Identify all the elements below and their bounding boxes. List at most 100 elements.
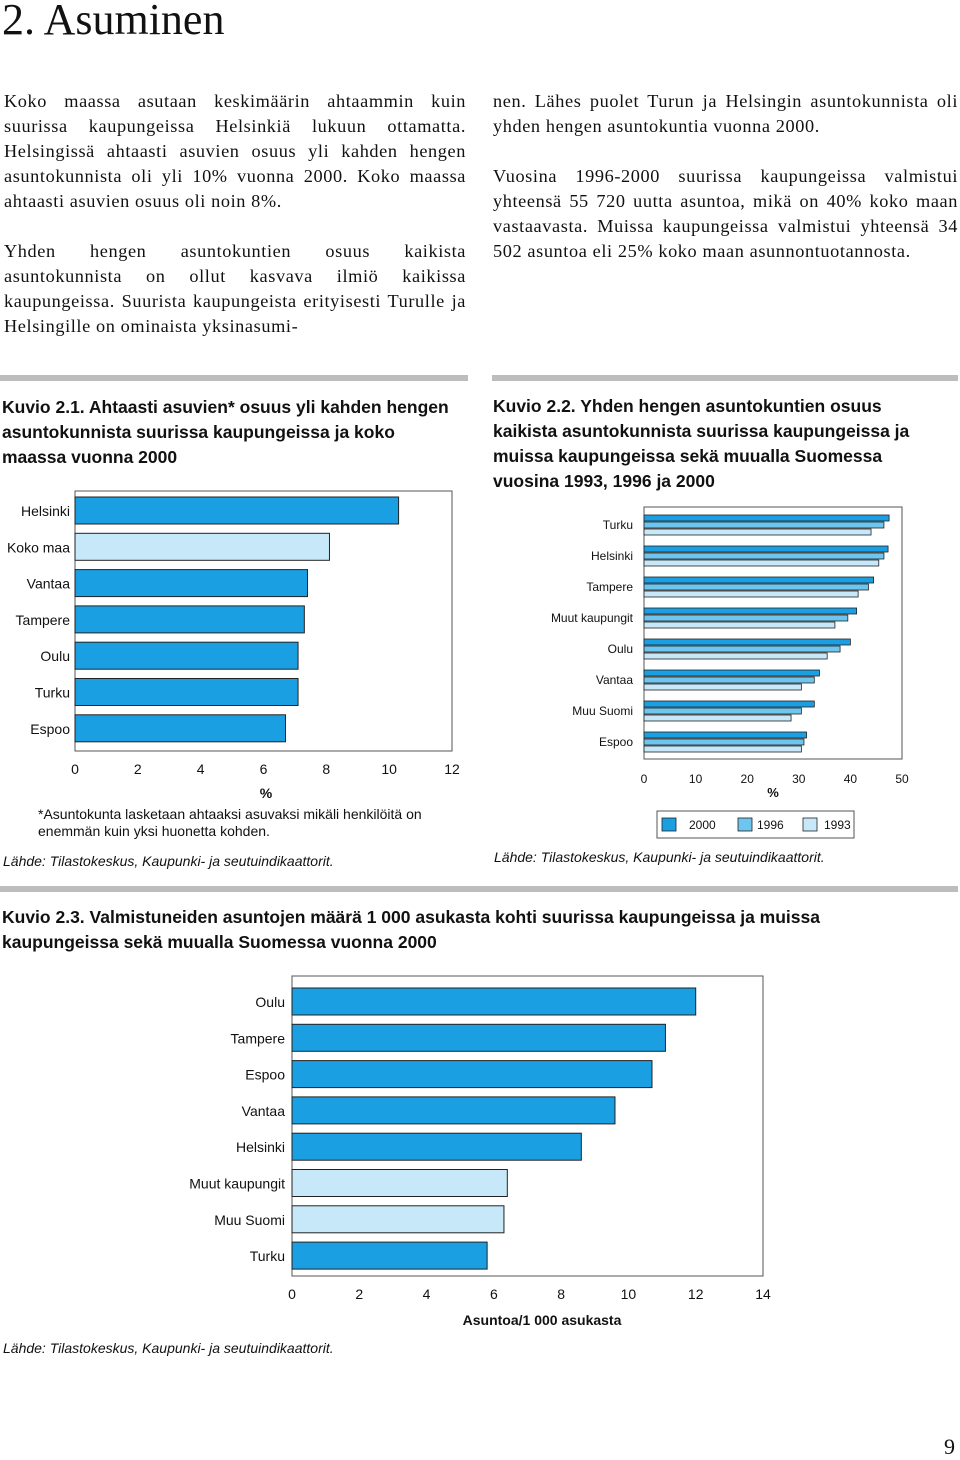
source-note: Lähde: Tilastokeskus, Kaupunki- ja seutu… <box>3 853 334 869</box>
bar <box>643 576 875 584</box>
category-label: Vantaa <box>27 576 71 592</box>
category-label: Oulu <box>608 642 633 656</box>
bar <box>291 1023 666 1052</box>
tick-label: 4 <box>423 1286 431 1302</box>
category-label: Vantaa <box>596 673 633 687</box>
category-label: Muut kaupungit <box>189 1176 285 1192</box>
bar <box>291 1205 505 1234</box>
bar <box>74 641 299 670</box>
tick-label: 4 <box>197 761 205 777</box>
bar <box>643 738 805 746</box>
category-label: Vantaa <box>242 1103 286 1119</box>
bar <box>291 1060 653 1089</box>
bar <box>291 987 697 1016</box>
legend-swatch <box>737 817 753 832</box>
bar <box>643 607 857 615</box>
bar <box>74 605 305 634</box>
paragraph: Koko maassa asutaan keskimäärin ahtaammi… <box>4 91 466 211</box>
category-label: Helsinki <box>591 549 633 563</box>
tick-label: 10 <box>621 1286 637 1302</box>
bar <box>643 528 872 536</box>
chart-fig3: Oulu Tampere Espoo Vantaa Helsinki Muut kaupu… <box>189 975 771 1328</box>
category-label: Turku <box>603 518 633 532</box>
legend-box <box>656 810 855 839</box>
page-heading: 2. Asuminen <box>2 0 225 44</box>
bar <box>643 545 889 553</box>
tick-label: 12 <box>444 761 460 777</box>
tick-label: 0 <box>288 1286 296 1302</box>
bar <box>643 645 841 653</box>
tick-label: 8 <box>322 761 330 777</box>
legend-swatch <box>661 817 677 832</box>
chart-fig1: Helsinki Koko maa Vantaa Tampere Oulu Turku Es… <box>7 490 460 801</box>
right-column: nen. Lähes puolet Turun ja Helsingin asu… <box>493 89 958 264</box>
category-label: Espoo <box>245 1067 285 1083</box>
category-label: Oulu <box>255 994 285 1010</box>
axis-label: % <box>260 785 273 801</box>
tick-label: 6 <box>490 1286 498 1302</box>
category-label: Tampere <box>16 612 71 628</box>
tick-label: 40 <box>844 772 858 786</box>
category-label: Turku <box>35 685 70 701</box>
chart-fig2: Turku Helsinki Tampere Muut kaupungit Oulu Va… <box>551 506 909 839</box>
bar <box>74 678 299 706</box>
tick-label: 12 <box>688 1286 704 1302</box>
divider <box>0 886 958 892</box>
bar <box>74 569 308 598</box>
tick-label: 14 <box>755 1286 771 1302</box>
bar <box>291 1241 488 1270</box>
legend-swatch <box>802 817 818 832</box>
bar <box>643 652 828 660</box>
bar <box>643 514 890 522</box>
category-label: Helsinki <box>21 503 70 519</box>
bar <box>643 731 807 739</box>
category-label: Tampere <box>231 1030 286 1046</box>
category-label: Muut kaupungit <box>551 611 634 625</box>
bar <box>643 621 836 629</box>
category-label: Espoo <box>599 735 633 749</box>
bar <box>74 496 400 525</box>
tick-label: 10 <box>381 761 397 777</box>
figure-caption: Kuvio 2.3. Valmistuneiden asuntojen määr… <box>2 907 820 952</box>
legend-label: 1996 <box>757 818 784 832</box>
bar <box>643 683 802 691</box>
page-number: 9 <box>944 1434 955 1459</box>
bar <box>291 1169 508 1197</box>
source-note: Lähde: Tilastokeskus, Kaupunki- ja seutu… <box>494 849 825 865</box>
figure-caption: Kuvio 2.1. Ahtaasti asuvien* osuus yli k… <box>2 397 449 467</box>
category-label: Koko maa <box>7 539 70 555</box>
bar <box>643 745 802 753</box>
bar <box>291 1132 582 1161</box>
category-label: Tampere <box>586 580 633 594</box>
tick-label: 2 <box>355 1286 363 1302</box>
tick-label: 0 <box>71 761 79 777</box>
tick-label: 8 <box>557 1286 565 1302</box>
bar <box>643 552 885 560</box>
bar <box>74 532 330 561</box>
category-label: Oulu <box>40 648 70 664</box>
tick-label: 0 <box>641 772 648 786</box>
bar <box>291 1096 616 1125</box>
category-label: Espoo <box>30 721 70 737</box>
bar <box>643 700 815 708</box>
bar <box>643 559 880 567</box>
paragraph: nen. Lähes puolet Turun ja Helsingin asu… <box>493 91 958 136</box>
category-label: Muu Suomi <box>572 704 633 718</box>
footnote: *Asuntokunta lasketaan ahtaaksi asuvaksi… <box>38 806 422 839</box>
bar <box>643 707 802 715</box>
paragraph: Yhden hengen asuntokuntien osuus kaikist… <box>4 241 466 336</box>
category-label: Turku <box>250 1248 285 1264</box>
bar <box>643 614 849 622</box>
chart-frame <box>291 975 764 1277</box>
bar <box>643 590 859 598</box>
paragraph: Vuosina 1996-2000 suurissa kaupungeissa … <box>493 166 958 261</box>
bar <box>643 676 815 684</box>
tick-label: 10 <box>689 772 703 786</box>
source-note: Lähde: Tilastokeskus, Kaupunki- ja seutu… <box>3 1340 334 1356</box>
legend-label: 1993 <box>824 818 851 832</box>
category-label: Muu Suomi <box>214 1212 285 1228</box>
bar <box>74 714 286 743</box>
bar <box>643 638 851 646</box>
tick-label: 2 <box>134 761 142 777</box>
bar <box>643 583 869 591</box>
